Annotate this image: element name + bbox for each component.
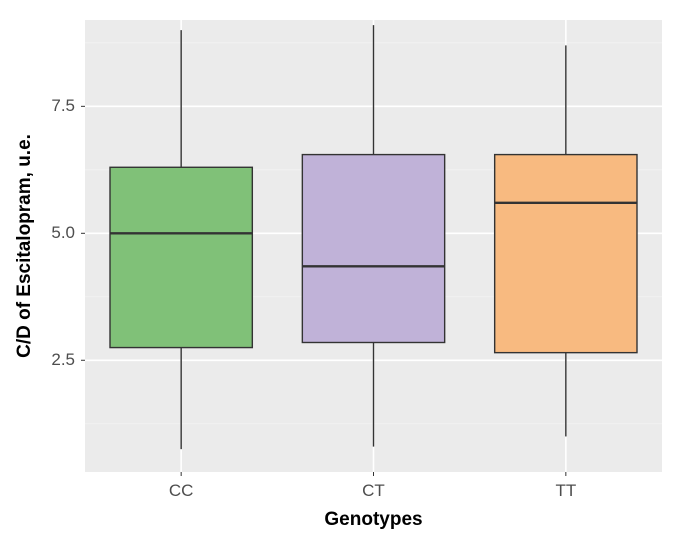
y-tick-label: 5.0 xyxy=(51,223,75,242)
chart-svg: 2.5 5.0 7.5 CC CT TT C/D of Escitalopram, u.e.… xyxy=(0,0,687,547)
x-axis-title: Genotypes xyxy=(324,509,422,530)
x-tick-label: CT xyxy=(362,481,385,500)
x-tick-label: CC xyxy=(169,481,194,500)
boxplot-chart: 2.5 5.0 7.5 CC CT TT C/D of Escitalopram, u.e.… xyxy=(0,0,687,547)
y-tick-label: 2.5 xyxy=(51,350,75,369)
y-axis-title: C/D of Escitalopram, u.e. xyxy=(14,134,35,358)
x-tick-label: TT xyxy=(555,481,576,500)
y-tick-label: 7.5 xyxy=(51,96,75,115)
